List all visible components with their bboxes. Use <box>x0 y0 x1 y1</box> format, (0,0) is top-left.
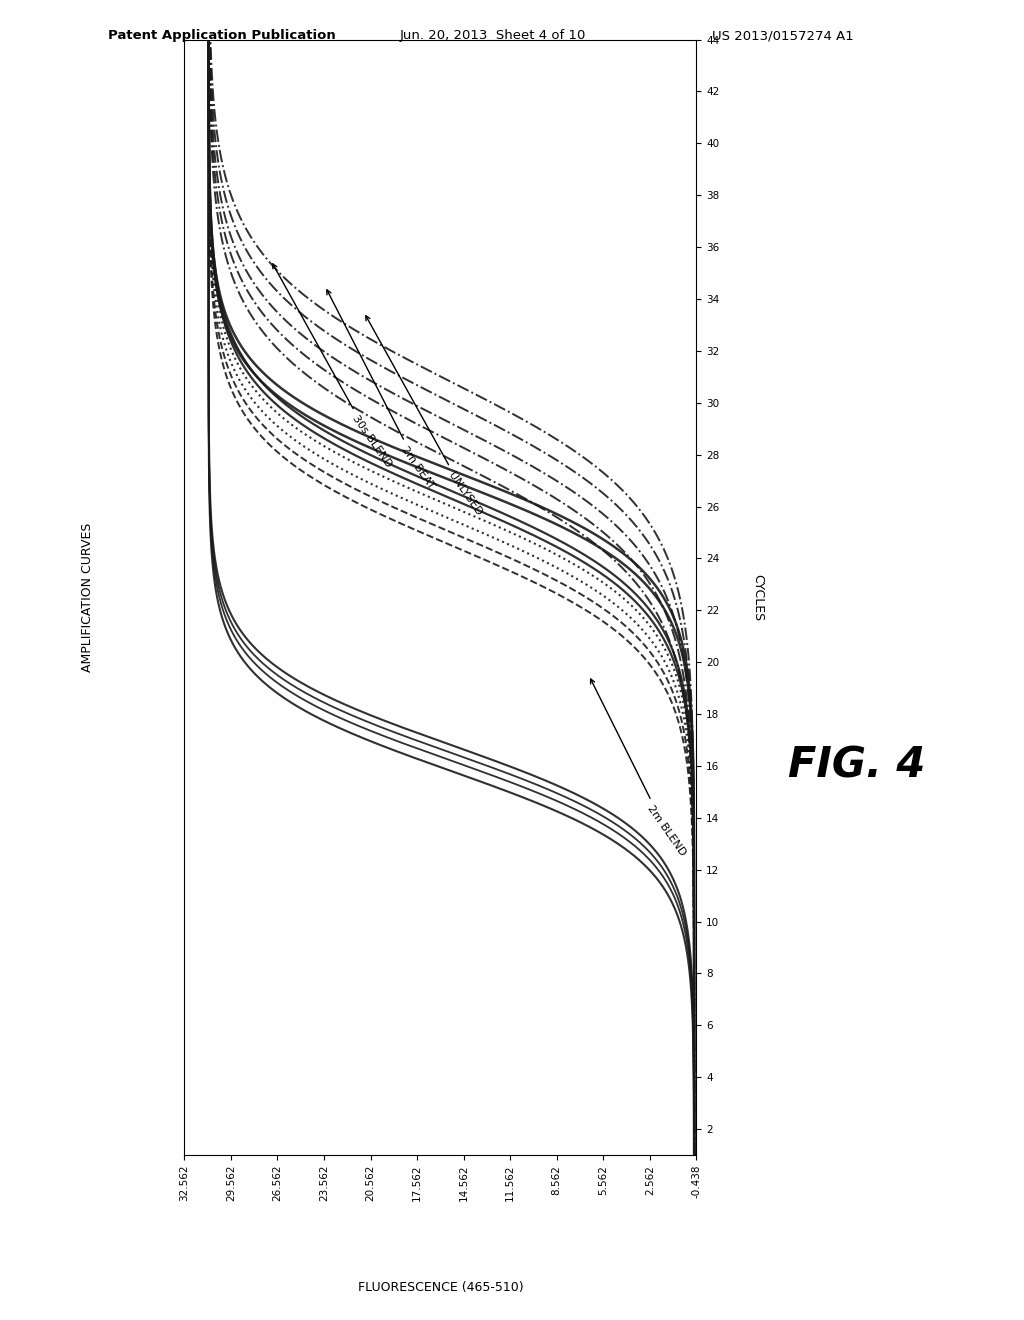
Text: 2m BLEND: 2m BLEND <box>591 678 687 858</box>
Text: US 2013/0157274 A1: US 2013/0157274 A1 <box>712 29 853 42</box>
Text: 30s BLEND: 30s BLEND <box>272 264 393 470</box>
Text: Jun. 20, 2013  Sheet 4 of 10: Jun. 20, 2013 Sheet 4 of 10 <box>399 29 586 42</box>
Text: Patent Application Publication: Patent Application Publication <box>108 29 335 42</box>
Text: 2m BEAT: 2m BEAT <box>327 290 436 491</box>
Text: UNLYSED: UNLYSED <box>366 315 483 517</box>
Text: CYCLES: CYCLES <box>752 574 764 620</box>
Text: FIG. 4: FIG. 4 <box>788 744 926 787</box>
Text: FLUORESCENCE (465-510): FLUORESCENCE (465-510) <box>357 1280 523 1294</box>
Text: AMPLIFICATION CURVES: AMPLIFICATION CURVES <box>81 523 93 672</box>
